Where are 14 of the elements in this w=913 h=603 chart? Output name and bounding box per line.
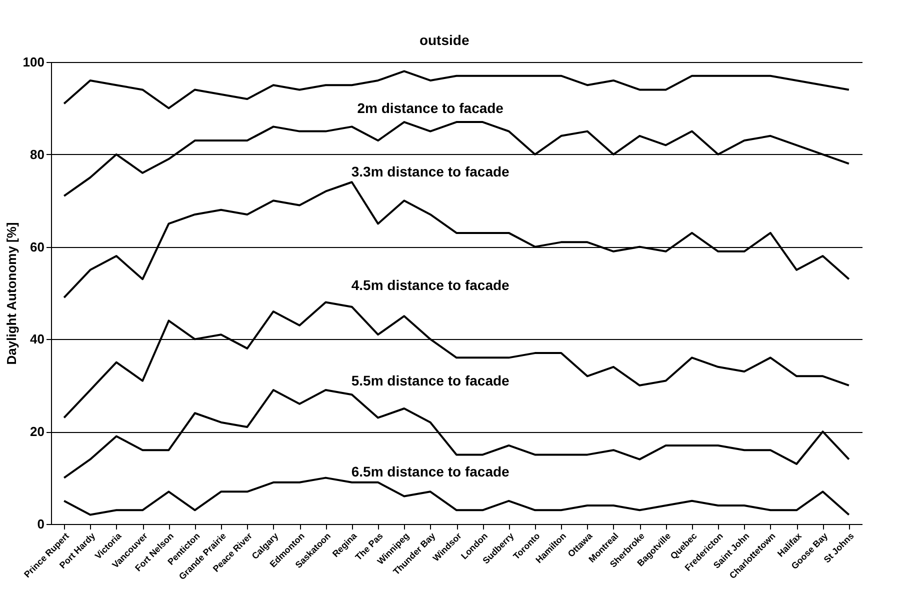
series-label: outside [419,32,470,48]
y-tick-label: 20 [30,424,44,440]
line-series [63,476,850,516]
y-tick-label: 0 [37,516,44,532]
series-label: 2m distance to facade [357,100,504,116]
series-label: 6.5m distance to facade [351,464,510,480]
series-label: 4.5m distance to facade [351,276,510,293]
y-axis-title: Daylight Autonomy [%] [4,222,19,365]
y-tick-label: 100 [22,54,44,70]
series-label: 5.5m distance to facade [351,372,510,389]
y-tick-label: 40 [30,332,44,347]
y-tick-label: 60 [30,239,44,254]
series-label: 3.3m distance to facade [351,163,510,180]
y-tick-label: 80 [30,146,44,162]
